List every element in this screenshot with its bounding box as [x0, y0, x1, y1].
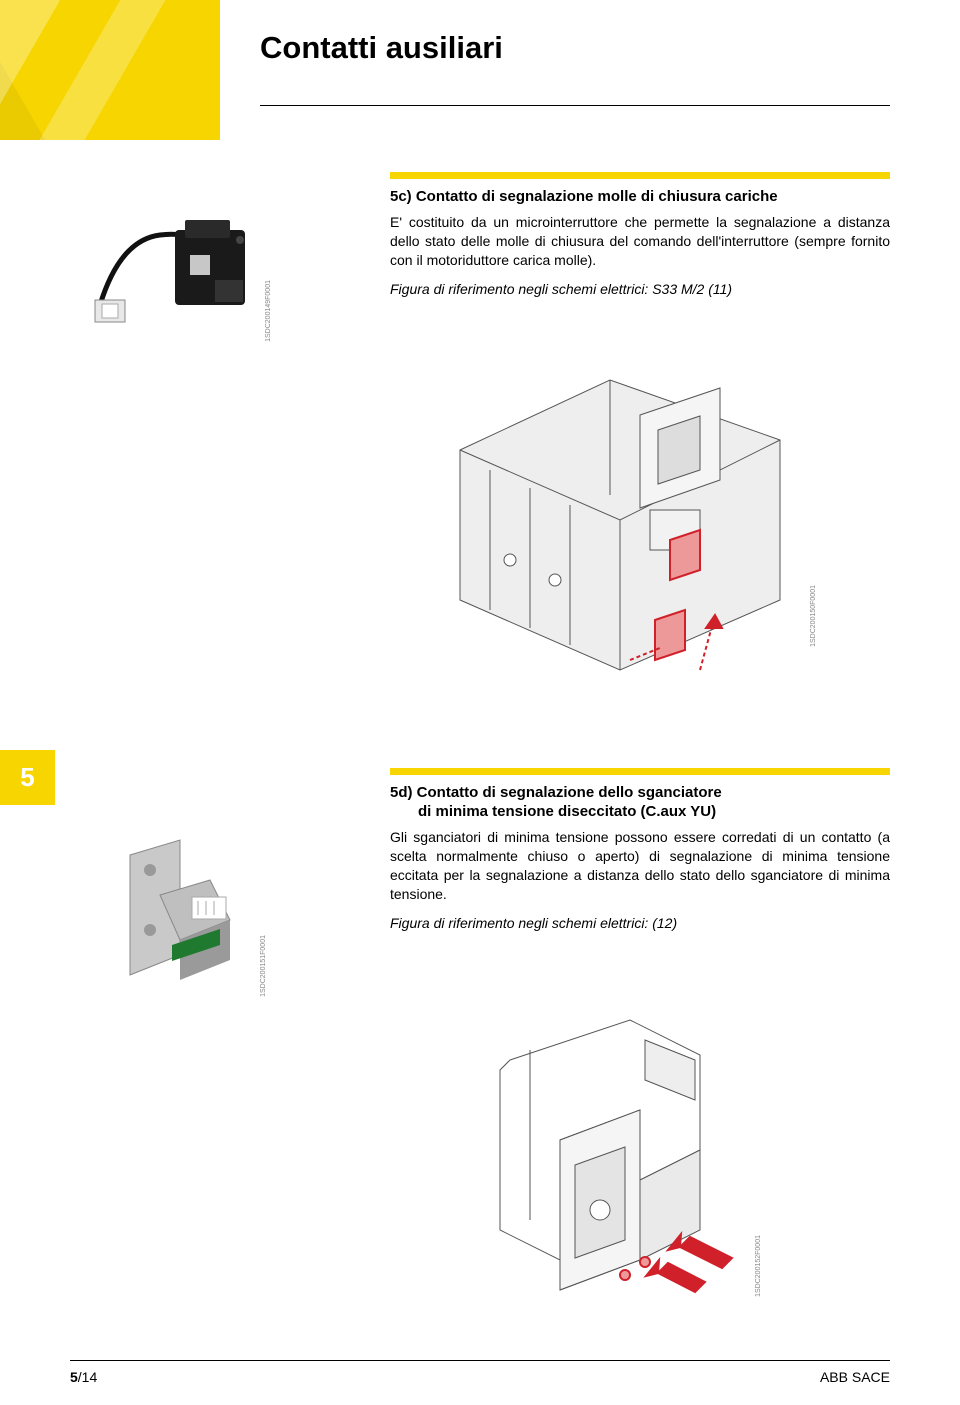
illustration-5d — [440, 1010, 770, 1320]
section-rule — [390, 172, 890, 179]
page-number: 5/14 — [70, 1369, 97, 1385]
section-5d: 5d) Contatto di segnalazione dello sganc… — [390, 784, 890, 942]
section-5d-reference: Figura di riferimento negli schemi elett… — [390, 914, 890, 933]
section-5c-heading: 5c) Contatto di segnalazione molle di ch… — [390, 188, 890, 205]
section-5d-heading: 5d) Contatto di segnalazione dello sganc… — [390, 784, 890, 801]
image-code-product-5c: 1SDC200149F0001 — [265, 280, 272, 342]
image-code-illus-5d: 1SDC200152F0001 — [755, 1235, 762, 1297]
chapter-tab: 5 — [0, 750, 55, 805]
image-code-illus-5c: 1SDC200150F0001 — [810, 585, 817, 647]
section-5c: 5c) Contatto di segnalazione molle di ch… — [390, 188, 890, 309]
section-5c-body: E' costituito da un microinterruttore ch… — [390, 213, 890, 270]
section-rule — [390, 768, 890, 775]
image-code-product-5d: 1SDC200151F0001 — [260, 935, 267, 997]
header-decoration — [0, 0, 220, 140]
product-photo-5c — [90, 185, 260, 335]
page-title: Contatti ausiliari — [260, 30, 503, 66]
page-footer: 5/14 ABB SACE — [70, 1360, 890, 1385]
illustration-5c — [400, 370, 830, 680]
footer-brand: ABB SACE — [820, 1369, 890, 1385]
title-rule — [260, 105, 890, 106]
product-photo-5d — [100, 835, 260, 995]
section-5d-body: Gli sganciatori di minima tensione posso… — [390, 828, 890, 904]
section-5c-reference: Figura di riferimento negli schemi elett… — [390, 280, 890, 299]
section-5d-subheading: di minima tensione diseccitato (C.aux YU… — [418, 803, 890, 820]
